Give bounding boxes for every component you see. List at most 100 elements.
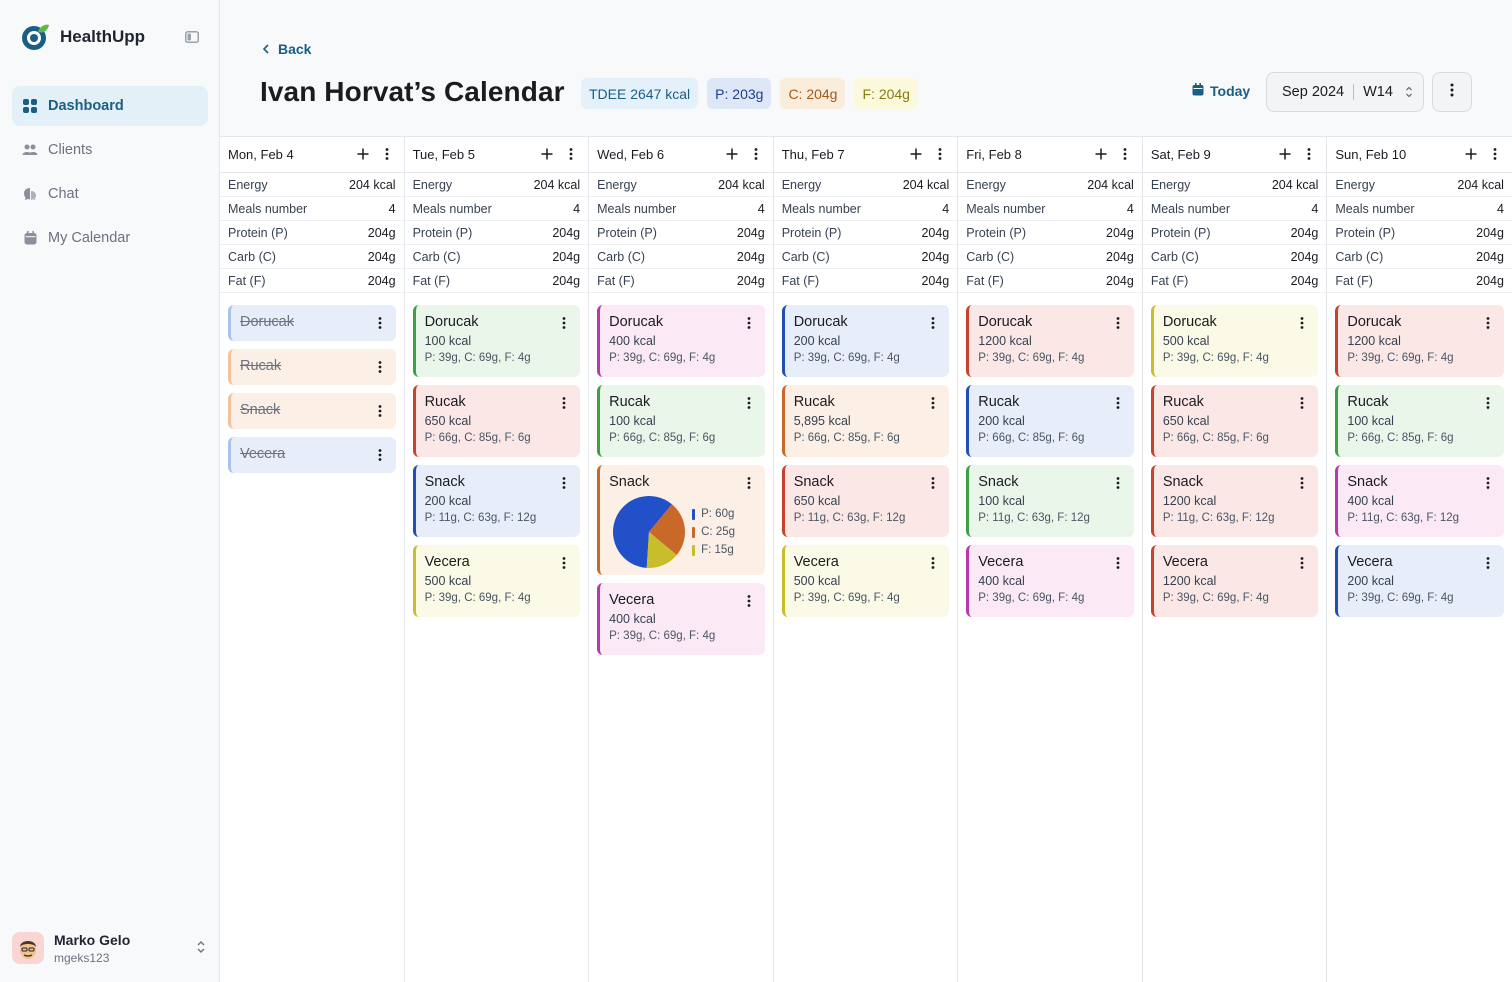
- meal-card[interactable]: Vecera: [228, 437, 396, 473]
- meal-card[interactable]: Vecera 400 kcal P: 39g, C: 69g, F: 4g: [597, 583, 765, 655]
- more-vertical-icon[interactable]: [745, 316, 753, 330]
- more-vertical-icon[interactable]: [1484, 316, 1492, 330]
- meal-card[interactable]: Rucak 650 kcal P: 66g, C: 85g, F: 6g: [412, 385, 581, 457]
- more-vertical-icon[interactable]: [1114, 476, 1122, 490]
- meal-card[interactable]: Rucak 650 kcal P: 66g, C: 85g, F: 6g: [1150, 385, 1319, 457]
- add-meal-icon[interactable]: [540, 147, 554, 161]
- collapse-sidebar-icon[interactable]: [184, 29, 200, 45]
- meal-list: Dorucak 1200 kcal P: 39g, C: 69g, F: 4g Ruc…: [1327, 293, 1512, 617]
- add-meal-icon[interactable]: [725, 147, 739, 161]
- more-vertical-icon[interactable]: [929, 476, 937, 490]
- back-link[interactable]: Back: [262, 41, 311, 57]
- sidebar-item-clients[interactable]: Clients: [12, 130, 208, 170]
- meal-card[interactable]: Vecera 1200 kcal P: 39g, C: 69g, F: 4g: [1150, 545, 1319, 617]
- meal-name: Dorucak: [1347, 314, 1402, 330]
- more-vertical-icon[interactable]: [1298, 556, 1306, 570]
- chevron-up-down-icon[interactable]: [196, 940, 206, 959]
- add-meal-icon[interactable]: [1094, 147, 1108, 161]
- more-vertical-icon[interactable]: [933, 147, 947, 161]
- more-vertical-icon[interactable]: [1298, 476, 1306, 490]
- macro-chips: TDEE 2647 kcal P: 203g C: 204g F: 204g: [581, 78, 918, 109]
- meal-card[interactable]: Snack 200 kcal P: 11g, C: 63g, F: 12g: [412, 465, 581, 537]
- user-profile[interactable]: Marko Gelo mgeks123: [12, 928, 212, 968]
- meal-card[interactable]: Dorucak 1200 kcal P: 39g, C: 69g, F: 4g: [1335, 305, 1504, 377]
- meal-name: Vecera: [978, 554, 1024, 570]
- sidebar-item-dashboard[interactable]: Dashboard: [12, 86, 208, 126]
- more-vertical-icon[interactable]: [560, 396, 568, 410]
- sidebar-item-my-calendar[interactable]: My Calendar: [12, 218, 208, 258]
- meal-card[interactable]: Dorucak: [228, 305, 396, 341]
- more-vertical-icon[interactable]: [560, 316, 568, 330]
- more-vertical-icon[interactable]: [749, 147, 763, 161]
- more-vertical-icon[interactable]: [560, 556, 568, 570]
- more-vertical-icon[interactable]: [376, 448, 384, 462]
- add-meal-icon[interactable]: [1278, 147, 1292, 161]
- more-vertical-icon[interactable]: [745, 396, 753, 410]
- add-meal-icon[interactable]: [1464, 147, 1478, 161]
- more-vertical-icon[interactable]: [1114, 556, 1122, 570]
- meal-name: Snack: [424, 474, 465, 490]
- period-select[interactable]: Sep 2024 W14: [1266, 72, 1424, 112]
- meal-card[interactable]: Snack: [228, 393, 396, 429]
- more-vertical-icon[interactable]: [380, 147, 394, 161]
- more-vertical-icon[interactable]: [560, 476, 568, 490]
- more-vertical-icon[interactable]: [564, 147, 578, 161]
- meal-card[interactable]: Dorucak 400 kcal P: 39g, C: 69g, F: 4g: [597, 305, 765, 377]
- more-vertical-icon[interactable]: [1298, 396, 1306, 410]
- more-vertical-icon[interactable]: [376, 316, 384, 330]
- add-meal-icon[interactable]: [356, 147, 370, 161]
- more-vertical-icon[interactable]: [1488, 147, 1502, 161]
- brand[interactable]: HealthUpp: [20, 22, 145, 52]
- meal-macros: P: 39g, C: 69g, F: 4g: [424, 352, 531, 364]
- meal-card[interactable]: Rucak 200 kcal P: 66g, C: 85g, F: 6g: [966, 385, 1134, 457]
- more-options-button[interactable]: [1432, 72, 1472, 112]
- sidebar-item-chat[interactable]: Chat: [12, 174, 208, 214]
- more-vertical-icon[interactable]: [376, 360, 384, 374]
- meal-card[interactable]: Dorucak 200 kcal P: 39g, C: 69g, F: 4g: [781, 305, 950, 377]
- meal-card[interactable]: Vecera 500 kcal P: 39g, C: 69g, F: 4g: [781, 545, 950, 617]
- stat-value: 204 kcal: [902, 177, 950, 192]
- meal-card[interactable]: Rucak 100 kcal P: 66g, C: 85g, F: 6g: [597, 385, 765, 457]
- more-vertical-icon[interactable]: [376, 404, 384, 418]
- meal-card[interactable]: Dorucak 1200 kcal P: 39g, C: 69g, F: 4g: [966, 305, 1134, 377]
- macro-chip: C: 204g: [780, 78, 846, 109]
- more-vertical-icon[interactable]: [745, 476, 753, 490]
- meal-card[interactable]: Dorucak 500 kcal P: 39g, C: 69g, F: 4g: [1150, 305, 1319, 377]
- more-vertical-icon[interactable]: [929, 556, 937, 570]
- legend-label: C: 25g: [701, 526, 736, 538]
- more-vertical-icon[interactable]: [929, 396, 937, 410]
- meal-card[interactable]: Vecera 400 kcal P: 39g, C: 69g, F: 4g: [966, 545, 1134, 617]
- meal-card[interactable]: Rucak 100 kcal P: 66g, C: 85g, F: 6g: [1335, 385, 1504, 457]
- meal-card[interactable]: Rucak 5,895 kcal P: 66g, C: 85g, F: 6g: [781, 385, 950, 457]
- meal-card[interactable]: Rucak: [228, 349, 396, 385]
- meal-name: Snack: [1347, 474, 1388, 490]
- more-vertical-icon[interactable]: [1114, 316, 1122, 330]
- stat-label: Meals number: [1335, 201, 1415, 216]
- meal-card[interactable]: Snack 650 kcal P: 11g, C: 63g, F: 12g: [781, 465, 950, 537]
- more-vertical-icon[interactable]: [1484, 556, 1492, 570]
- meal-kcal: 200 kcal: [978, 414, 1025, 428]
- today-button[interactable]: Today: [1192, 83, 1250, 99]
- meal-kcal: 650 kcal: [1162, 414, 1210, 428]
- meal-card[interactable]: Dorucak 100 kcal P: 39g, C: 69g, F: 4g: [412, 305, 581, 377]
- more-vertical-icon[interactable]: [1484, 396, 1492, 410]
- add-meal-icon[interactable]: [909, 147, 923, 161]
- meal-card[interactable]: Vecera 200 kcal P: 39g, C: 69g, F: 4g: [1335, 545, 1504, 617]
- meal-kcal: 100 kcal: [1347, 414, 1394, 428]
- meal-card[interactable]: Vecera 500 kcal P: 39g, C: 69g, F: 4g: [412, 545, 581, 617]
- meal-kcal: 400 kcal: [609, 334, 656, 348]
- more-vertical-icon[interactable]: [745, 594, 753, 608]
- meal-name: Dorucak: [609, 314, 664, 330]
- meal-card[interactable]: Snack 400 kcal P: 11g, C: 63g, F: 12g: [1335, 465, 1504, 537]
- more-vertical-icon[interactable]: [1302, 147, 1316, 161]
- meal-card[interactable]: Snack 100 kcal P: 11g, C: 63g, F: 12g: [966, 465, 1134, 537]
- more-vertical-icon[interactable]: [929, 316, 937, 330]
- meal-card[interactable]: Snack 1200 kcal P: 11g, C: 63g, F: 12g: [1150, 465, 1319, 537]
- meal-card[interactable]: Snack P: 60g C: 25g F: 15g: [597, 465, 765, 575]
- meal-name: Rucak: [1162, 394, 1204, 410]
- meal-macros: P: 66g, C: 85g, F: 6g: [793, 432, 900, 444]
- more-vertical-icon[interactable]: [1298, 316, 1306, 330]
- more-vertical-icon[interactable]: [1484, 476, 1492, 490]
- more-vertical-icon[interactable]: [1114, 396, 1122, 410]
- more-vertical-icon[interactable]: [1118, 147, 1132, 161]
